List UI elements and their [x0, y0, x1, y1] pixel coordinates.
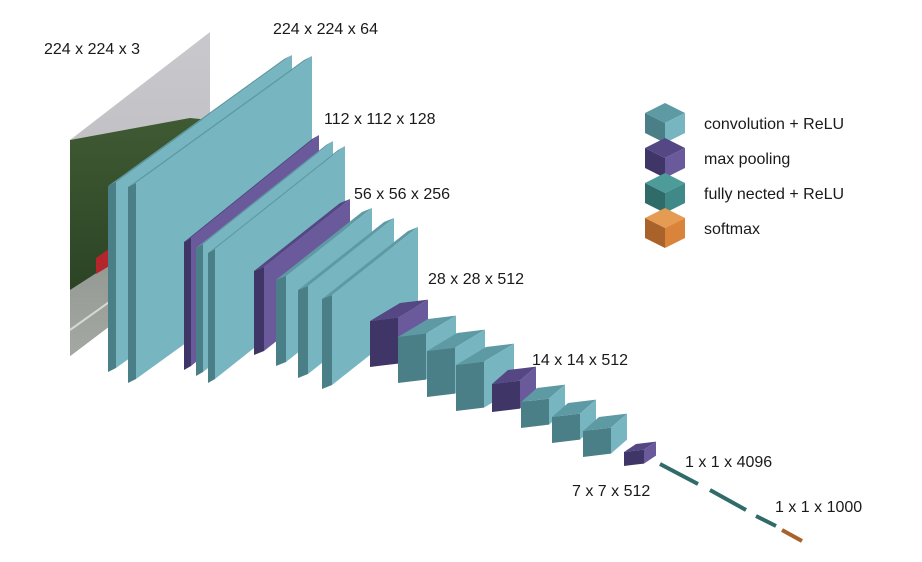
pool1-top-face	[184, 135, 319, 242]
legend-label-softmax: softmax	[704, 221, 760, 238]
conv2-2-top-face	[208, 146, 345, 253]
conv1-1-edge-face	[108, 182, 116, 372]
label-block3-size: 56 x 56 x 256	[354, 186, 450, 203]
legend-label-pool: max pooling	[704, 151, 790, 168]
label-block4-size: 28 x 28 x 512	[428, 271, 524, 288]
label-fc-size: 1 x 1 x 4096	[685, 454, 772, 471]
legend: convolution + ReLU max pooling fully nec…	[645, 103, 844, 248]
conv5-1-front-face	[521, 398, 549, 428]
conv5-3-front-face	[583, 427, 611, 457]
softmax-cube-icon	[645, 208, 685, 248]
fc7	[709, 488, 747, 512]
label-pool5-size: 7 x 7 x 512	[572, 483, 650, 500]
pool2-edge-face	[254, 267, 264, 355]
pool5-top-face	[624, 441, 656, 452]
conv2-2-edge-face	[208, 249, 215, 383]
fc6	[659, 462, 699, 486]
pool2-top-face	[254, 199, 350, 271]
conv-cube-icon-left	[645, 113, 665, 143]
conv-cube-icon	[645, 103, 685, 143]
conv3-1-top-face	[276, 208, 372, 280]
fc-cube-icon-left	[645, 183, 665, 213]
conv5-3-side-face	[611, 413, 627, 454]
pool4-front-face	[492, 380, 520, 412]
label-input-size: 224 x 224 x 3	[44, 41, 140, 58]
conv-cube-icon-right	[665, 113, 685, 143]
softmax-cube-icon-right	[665, 218, 685, 248]
conv4-2-front-face	[427, 347, 455, 397]
label-block1-size: 224 x 224 x 64	[273, 21, 378, 38]
conv2-1-edge-face	[196, 244, 203, 376]
dense-layers	[659, 462, 803, 543]
conv1-2-edge-face	[128, 183, 136, 383]
conv5-3-top-face	[583, 413, 627, 431]
network-layers	[108, 55, 656, 466]
pool-cube-icon-left	[645, 148, 665, 178]
fc-cube-icon-right	[665, 183, 685, 213]
conv1-1-top-face	[108, 55, 292, 186]
softmax	[781, 528, 803, 543]
legend-label-fc: fully nected + ReLU	[704, 186, 844, 203]
conv4-1-front-face	[398, 333, 426, 383]
label-output-size: 1 x 1 x 1000	[775, 499, 862, 516]
conv2-1-top-face	[196, 141, 333, 248]
legend-label-conv: convolution + ReLU	[704, 116, 844, 133]
conv1-2-top-face	[128, 56, 312, 187]
label-block2-size: 112 x 112 x 128	[324, 111, 436, 128]
conv3-3	[322, 227, 418, 389]
conv5-2-top-face	[552, 399, 596, 417]
conv3-2-edge-face	[298, 286, 308, 378]
conv4-3-front-face	[456, 361, 484, 411]
fc-cube-icon	[645, 173, 685, 213]
conv5-1-side-face	[549, 384, 565, 425]
conv4-3-top-face	[456, 343, 514, 365]
conv3-3-edge-face	[322, 295, 332, 389]
pool5	[624, 441, 656, 466]
conv5-2	[552, 399, 596, 443]
pool5-side-face	[644, 441, 656, 464]
softmax-cube-icon-left	[645, 218, 665, 248]
pool5-front-face	[624, 449, 644, 466]
pool3-front-face	[370, 317, 398, 367]
pool1-edge-face	[184, 238, 191, 370]
conv4-2-top-face	[427, 329, 485, 351]
pool-cube-icon-right	[665, 148, 685, 178]
conv3-3-top-face	[322, 227, 418, 299]
conv5-2-front-face	[552, 413, 580, 443]
conv4-1-top-face	[398, 315, 456, 337]
conv3-3-main-face	[332, 227, 418, 385]
conv3-2-top-face	[298, 218, 394, 290]
conv5-1	[521, 384, 565, 428]
conv5-1-top-face	[521, 384, 565, 402]
pool4-top-face	[492, 366, 536, 384]
pool3-top-face	[370, 299, 428, 321]
conv3-1-edge-face	[276, 276, 286, 366]
conv5-2-side-face	[580, 399, 596, 440]
conv5-3	[583, 413, 627, 457]
fc8	[755, 514, 777, 528]
label-block5-size: 14 x 14 x 512	[532, 352, 628, 369]
pool-cube-icon	[645, 138, 685, 178]
